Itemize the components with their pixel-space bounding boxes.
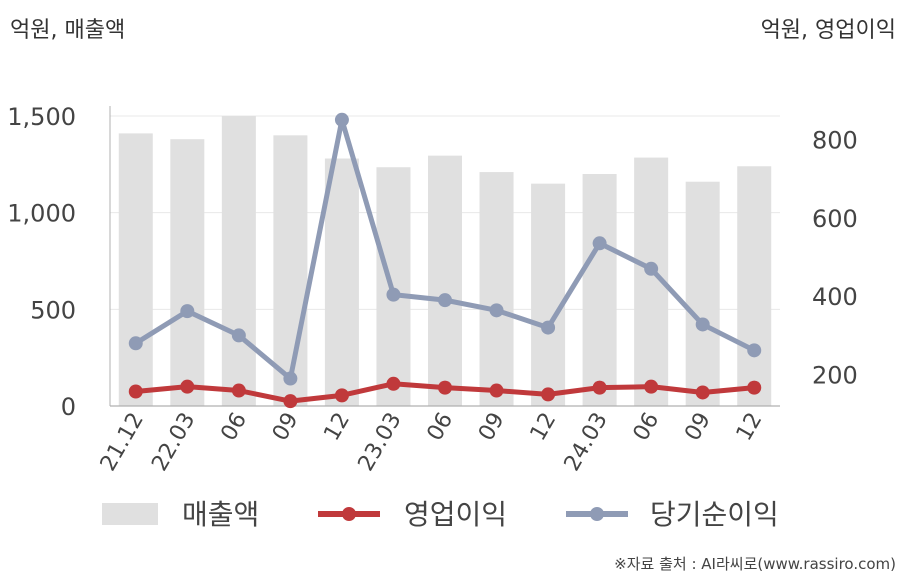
net-income-point — [386, 287, 401, 302]
operating-profit-point — [489, 383, 504, 398]
right-tick-label: 800 — [812, 126, 858, 154]
revenue-bar — [221, 116, 256, 406]
x-tick-label: 12 — [319, 409, 355, 446]
net-income-point — [283, 371, 298, 386]
revenue-bar — [737, 166, 772, 406]
legend-net-income-label: 당기순이익 — [650, 498, 779, 531]
left-tick-label: 0 — [61, 393, 76, 421]
x-tick-label: 23.03 — [354, 409, 407, 476]
x-tick-label: 24.03 — [560, 409, 613, 476]
x-tick-label: 09 — [474, 409, 510, 446]
net-income-point — [438, 293, 452, 308]
net-income-point — [644, 261, 659, 276]
net-income-point — [334, 112, 349, 127]
x-tick-label: 12 — [732, 409, 768, 446]
x-tick-label: 06 — [423, 409, 459, 446]
operating-profit-point — [438, 380, 452, 395]
operating-profit-point — [644, 379, 659, 394]
revenue-bar — [427, 155, 463, 406]
net-income-point — [695, 317, 710, 332]
operating-profit-point — [180, 379, 195, 394]
operating-profit-point — [128, 384, 143, 399]
x-tick-label: 21.12 — [96, 409, 149, 476]
revenue-bar — [531, 183, 566, 406]
net-income-point — [180, 304, 195, 319]
operating-profit-point — [386, 376, 401, 391]
axes — [109, 106, 780, 407]
revenue-bar — [479, 172, 514, 406]
legend-net-income-marker — [590, 507, 604, 521]
revenue-bar — [118, 133, 153, 406]
revenue-bar — [170, 139, 205, 406]
right-tick-label: 600 — [812, 205, 858, 233]
revenue-bars — [118, 116, 772, 407]
net-income-point — [231, 328, 246, 343]
x-tick-label: 06 — [216, 409, 252, 446]
right-axis-unit-label: 억원, 영업이익 — [760, 18, 896, 43]
net-income-point — [541, 320, 556, 335]
x-tick-label: 22.03 — [147, 409, 200, 476]
left-axis-unit-label: 억원, 매출액 — [10, 18, 126, 43]
operating-profit-point — [283, 394, 298, 409]
revenue-bar — [273, 135, 308, 407]
net-income-point — [489, 303, 504, 318]
operating-profit-point — [592, 380, 607, 395]
right-tick-label: 400 — [812, 283, 858, 311]
net-income-point — [128, 336, 143, 351]
legend-revenue-swatch — [102, 503, 158, 525]
operating-profit-point — [695, 385, 710, 400]
operating-profit-point — [231, 383, 246, 398]
legend: 매출액 영업이익 당기순이익 — [102, 498, 779, 531]
net-income-point — [592, 236, 607, 251]
revenue-bar — [685, 181, 720, 406]
x-tick-label: 12 — [526, 409, 562, 446]
x-tick-label: 09 — [680, 409, 716, 446]
source-note: ※자료 출처 : AI라씨로(www.rassiro.com) — [614, 555, 896, 573]
legend-operating-profit-label: 영업이익 — [404, 498, 507, 531]
left-tick-label: 500 — [30, 296, 76, 324]
right-tick-label: 200 — [812, 362, 858, 390]
left-tick-label: 1,500 — [7, 103, 76, 131]
revenue-bar — [324, 158, 359, 406]
left-tick-label: 1,000 — [7, 200, 76, 228]
legend-revenue-label: 매출액 — [182, 498, 259, 531]
profit-lines — [128, 112, 762, 409]
operating-profit-point — [747, 380, 762, 395]
operating-profit-point — [334, 388, 349, 403]
operating-profit-point — [541, 387, 556, 402]
legend-operating-profit-marker — [342, 507, 356, 521]
revenue-bar — [582, 174, 617, 406]
net-income-point — [747, 343, 762, 358]
x-tick-label: 06 — [629, 409, 665, 446]
x-tick-label: 09 — [268, 409, 304, 446]
